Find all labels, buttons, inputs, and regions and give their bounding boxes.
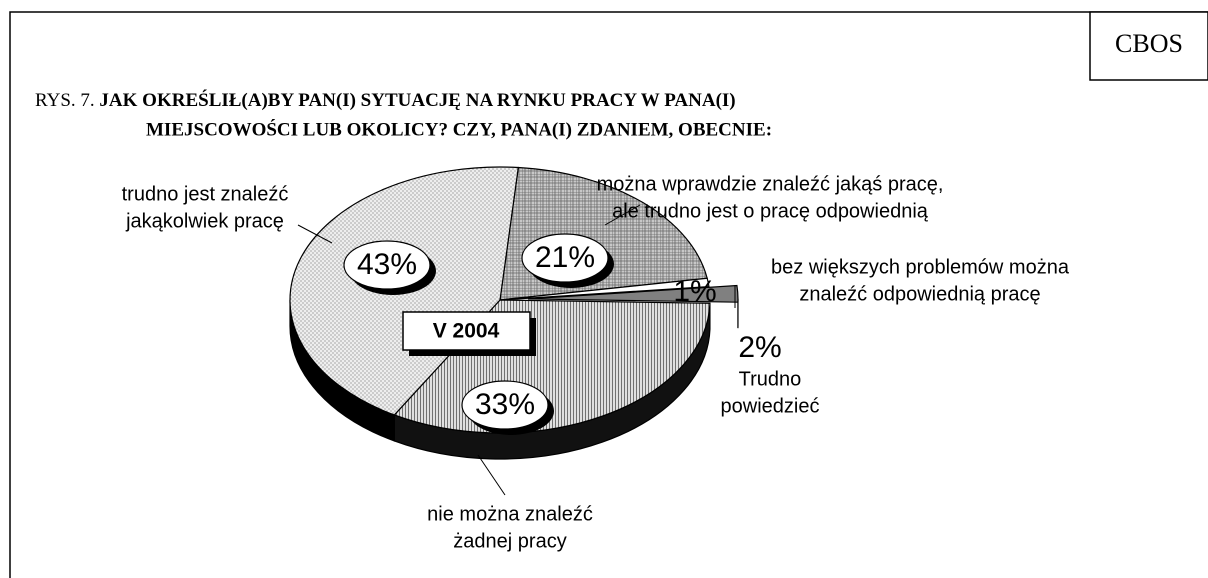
leader-line bbox=[604, 204, 641, 226]
chart-title: RYS. 7. JAK OKREŚLIŁ(A)BY PAN(I) SYTUACJ… bbox=[35, 89, 736, 111]
value-label: 21% bbox=[535, 241, 595, 274]
label-bubble bbox=[461, 380, 549, 430]
chart-title: MIEJSCOWOŚCI LUB OKOLICY? CZY, PANA(I) Z… bbox=[146, 118, 772, 140]
category-label: nie można znaleźć bbox=[427, 503, 593, 525]
category-label: znaleźć odpowiednią pracę bbox=[799, 283, 1040, 305]
value-label: 2% bbox=[738, 331, 781, 364]
category-label: trudno jest znaleźć bbox=[122, 183, 289, 205]
category-label: jakąkolwiek pracę bbox=[125, 210, 284, 232]
label-bubble bbox=[521, 233, 609, 283]
leader-line bbox=[297, 224, 333, 244]
category-label: Trudno bbox=[739, 368, 802, 390]
date-box bbox=[402, 311, 531, 351]
slice bbox=[527, 284, 739, 303]
frame bbox=[9, 11, 1208, 578]
source: CBOS bbox=[1115, 29, 1183, 58]
leader-line bbox=[477, 454, 506, 496]
category-label: żadnej pracy bbox=[453, 530, 566, 552]
source-box bbox=[1089, 11, 1208, 81]
category-label: bez większych problemów można bbox=[771, 256, 1070, 278]
value-label: 43% bbox=[357, 248, 417, 281]
label-bubble bbox=[343, 240, 431, 290]
value-label: 1% bbox=[673, 275, 716, 308]
slice bbox=[499, 277, 710, 301]
category-label: ale trudno jest o pracę odpowiednią bbox=[612, 200, 929, 222]
date-label: V 2004 bbox=[433, 320, 500, 343]
category-label: można wprawdzie znaleźć jakąś pracę, bbox=[597, 173, 944, 195]
category-label: powiedzieć bbox=[721, 395, 820, 417]
value-label: 33% bbox=[475, 388, 535, 421]
